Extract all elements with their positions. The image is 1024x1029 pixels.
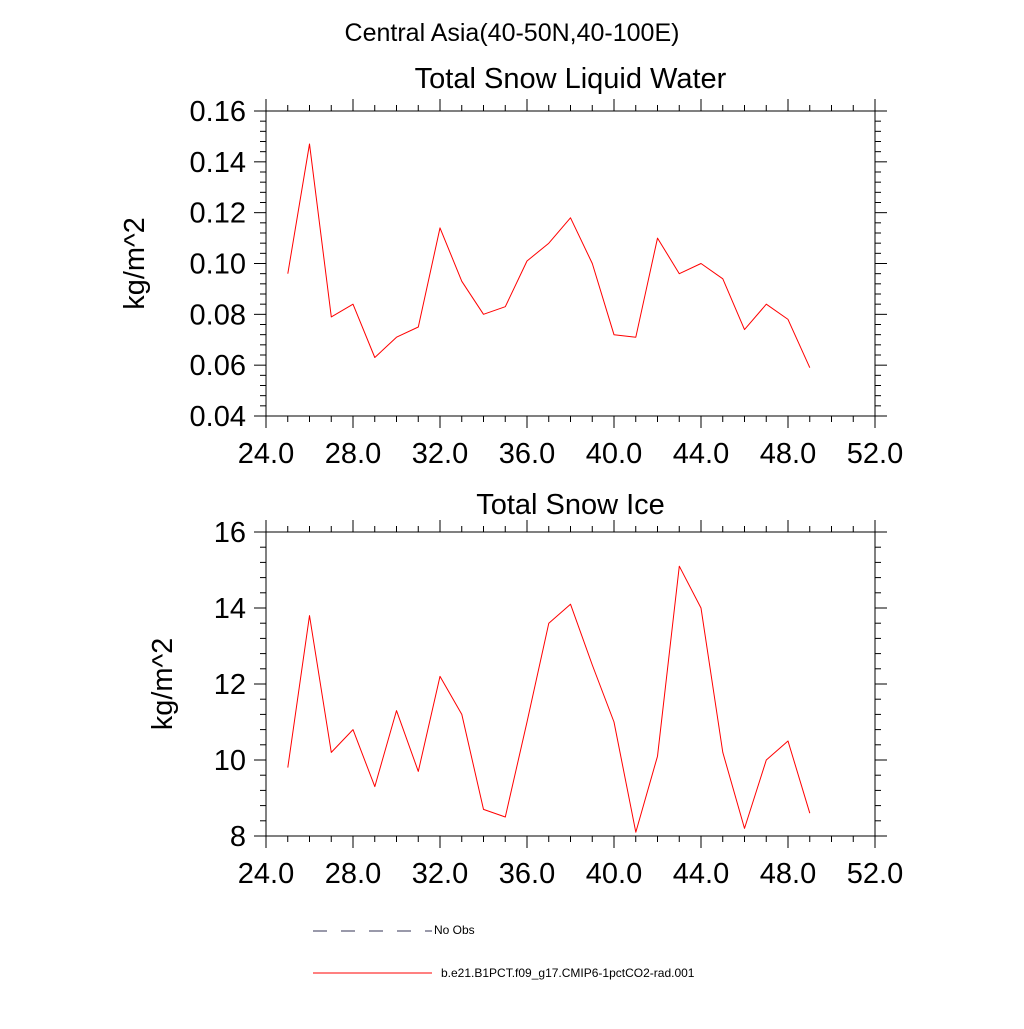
figure-suptitle: Central Asia(40-50N,40-100E) — [345, 19, 680, 47]
chart1-xtick-label: 32.0 — [412, 858, 468, 890]
chart0-xtick-label: 48.0 — [760, 438, 816, 470]
legend-run-label: b.e21.B1PCT.f09_g17.CMIP6-1pctCO2-rad.00… — [441, 966, 695, 980]
chart0-ytick-label: 0.14 — [190, 147, 246, 179]
chart0-series-line-0 — [287, 143, 811, 368]
chart1-ytick-label: 10 — [214, 745, 246, 777]
chart0-xtick-label: 36.0 — [499, 438, 555, 470]
chart1-series-line-0 — [287, 565, 811, 833]
chart0-title: Total Snow Liquid Water — [415, 63, 727, 95]
chart1-plot-frame — [265, 531, 876, 837]
chart0-plot-frame — [265, 110, 876, 417]
legend-no-obs-label: No Obs — [434, 923, 475, 937]
panel-total-snow-ice: Total Snow Ice kg/m^2 24.0 28.0 32.0 36.0 40.0… — [147, 489, 903, 890]
chart0-ytick-label: 0.16 — [190, 96, 246, 128]
chart1-ytick-label: 8 — [230, 821, 246, 853]
chart1-xtick-label: 40.0 — [586, 858, 642, 890]
chart0-ytick-label: 0.06 — [190, 350, 246, 382]
chart0-xtick-label: 52.0 — [847, 438, 903, 470]
legend: No Obs b.e21.B1PCT.f09_g17.CMIP6-1pctCO2… — [313, 923, 695, 980]
chart1-ylabel: kg/m^2 — [147, 638, 179, 731]
panel-total-snow-liquid-water: Total Snow Liquid Water kg/m^2 24.0 28.0 32.… — [119, 63, 903, 470]
chart1-xtick-label: 28.0 — [325, 858, 381, 890]
chart1-xtick-label: 48.0 — [760, 858, 816, 890]
chart0-ytick-label: 0.10 — [190, 249, 246, 281]
chart1-xtick-label: 36.0 — [499, 858, 555, 890]
chart1-ytick-label: 12 — [214, 669, 246, 701]
chart1-xtick-label: 24.0 — [238, 858, 294, 890]
chart1-ytick-label: 16 — [214, 517, 246, 549]
chart0-ylabel: kg/m^2 — [119, 217, 151, 310]
chart1-xtick-label: 52.0 — [847, 858, 903, 890]
chart0-ytick-label: 0.04 — [190, 401, 246, 433]
chart0-xtick-label: 32.0 — [412, 438, 468, 470]
chart0-xtick-label: 28.0 — [325, 438, 381, 470]
chart1-ytick-label: 14 — [214, 593, 246, 625]
chart0-xtick-label: 40.0 — [586, 438, 642, 470]
chart1-xtick-label: 44.0 — [673, 858, 729, 890]
chart0-ytick-label: 0.08 — [190, 299, 246, 331]
chart1-title: Total Snow Ice — [476, 489, 665, 521]
chart0-ytick-label: 0.12 — [190, 198, 246, 230]
chart0-xtick-label: 44.0 — [673, 438, 729, 470]
chart0-xtick-label: 24.0 — [238, 438, 294, 470]
